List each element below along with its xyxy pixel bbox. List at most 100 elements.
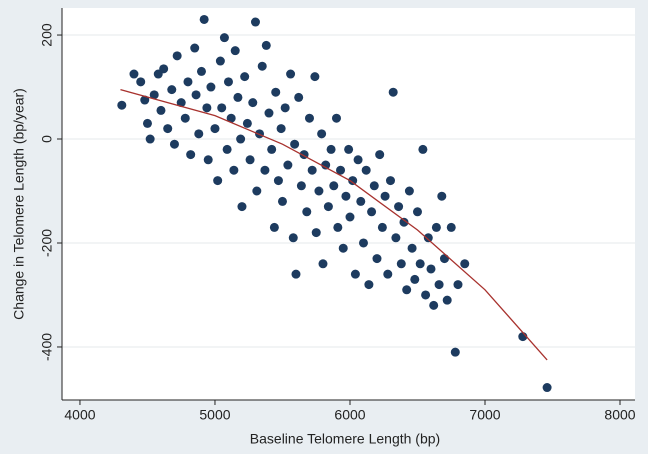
point bbox=[222, 144, 232, 154]
point bbox=[145, 134, 155, 144]
point bbox=[210, 124, 220, 134]
point bbox=[140, 95, 150, 105]
point bbox=[240, 72, 250, 82]
point bbox=[446, 222, 456, 232]
point bbox=[129, 69, 139, 79]
point bbox=[223, 77, 233, 87]
point bbox=[331, 113, 341, 123]
point bbox=[372, 254, 382, 264]
point bbox=[431, 222, 441, 232]
point bbox=[167, 85, 177, 95]
point bbox=[149, 90, 159, 100]
point bbox=[383, 269, 393, 279]
point bbox=[437, 191, 447, 201]
point bbox=[136, 77, 146, 87]
point bbox=[442, 295, 452, 305]
point bbox=[213, 176, 223, 186]
point bbox=[415, 259, 425, 269]
point bbox=[163, 124, 173, 134]
point bbox=[358, 238, 368, 248]
point bbox=[314, 186, 324, 196]
point bbox=[439, 254, 449, 264]
point bbox=[453, 280, 463, 290]
point bbox=[159, 64, 169, 74]
point bbox=[336, 165, 346, 175]
point bbox=[296, 181, 306, 191]
point bbox=[273, 176, 283, 186]
point bbox=[369, 181, 379, 191]
point bbox=[215, 56, 225, 66]
point bbox=[423, 233, 433, 243]
point bbox=[203, 155, 213, 165]
point bbox=[186, 150, 196, 160]
x-tick-label: 8000 bbox=[604, 407, 635, 423]
fit-line bbox=[120, 88, 548, 361]
point bbox=[426, 264, 436, 274]
point bbox=[261, 40, 271, 50]
point bbox=[217, 103, 227, 113]
point bbox=[283, 160, 293, 170]
point bbox=[421, 290, 431, 300]
x-tick-label: 4000 bbox=[64, 407, 95, 423]
point bbox=[294, 92, 304, 102]
point bbox=[180, 113, 190, 123]
point bbox=[276, 124, 286, 134]
point bbox=[338, 243, 348, 253]
plot-area bbox=[62, 8, 635, 400]
point bbox=[117, 100, 127, 110]
point bbox=[323, 202, 333, 212]
point bbox=[236, 134, 246, 144]
point bbox=[356, 196, 366, 206]
point bbox=[248, 98, 258, 108]
point bbox=[245, 155, 255, 165]
point bbox=[348, 176, 358, 186]
point bbox=[429, 300, 439, 310]
point bbox=[242, 118, 252, 128]
x-axis-title: Baseline Telomere Length (bp) bbox=[250, 431, 440, 447]
point bbox=[412, 207, 422, 217]
point bbox=[172, 51, 182, 61]
point bbox=[410, 274, 420, 284]
point bbox=[377, 222, 387, 232]
point bbox=[304, 113, 314, 123]
point bbox=[326, 144, 336, 154]
point bbox=[367, 207, 377, 217]
point bbox=[206, 82, 216, 92]
point bbox=[288, 233, 298, 243]
point bbox=[350, 269, 360, 279]
y-tick-label: 200 bbox=[39, 23, 55, 47]
point bbox=[280, 103, 290, 113]
point bbox=[142, 118, 152, 128]
point bbox=[311, 228, 321, 238]
point bbox=[402, 285, 412, 295]
point bbox=[418, 144, 428, 154]
point bbox=[191, 90, 201, 100]
point bbox=[333, 222, 343, 232]
point bbox=[199, 14, 209, 24]
y-tick-label: -200 bbox=[39, 229, 55, 257]
point bbox=[190, 43, 200, 53]
point bbox=[380, 191, 390, 201]
point bbox=[460, 259, 470, 269]
point bbox=[318, 259, 328, 269]
point bbox=[310, 72, 320, 82]
point bbox=[391, 233, 401, 243]
point bbox=[385, 176, 395, 186]
point bbox=[329, 181, 339, 191]
point bbox=[176, 98, 186, 108]
point bbox=[250, 17, 260, 27]
point bbox=[271, 87, 281, 97]
point bbox=[202, 103, 212, 113]
point bbox=[345, 212, 355, 222]
point bbox=[542, 383, 552, 393]
y-tick-label: 0 bbox=[39, 135, 55, 143]
x-tick-label: 5000 bbox=[199, 407, 230, 423]
point bbox=[290, 139, 300, 149]
point bbox=[219, 33, 229, 43]
point bbox=[450, 347, 460, 357]
point bbox=[396, 259, 406, 269]
y-axis-title: Change in Telomere Length (bp/year) bbox=[11, 88, 27, 320]
point bbox=[260, 165, 270, 175]
point bbox=[229, 165, 239, 175]
